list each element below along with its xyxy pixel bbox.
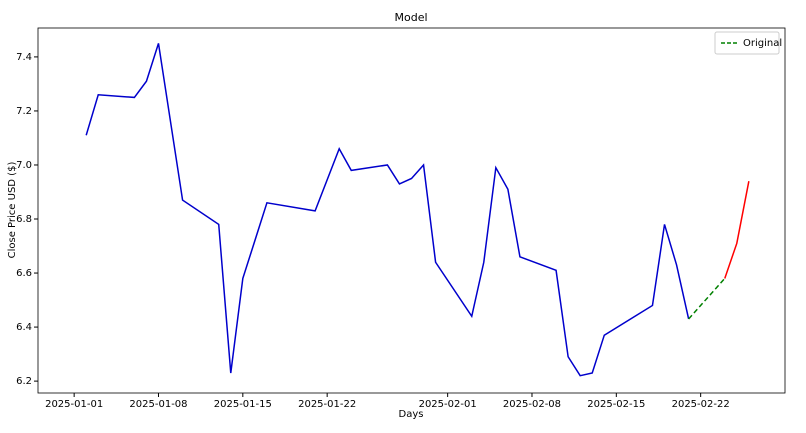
y-tick-label: 7.0 bbox=[16, 160, 32, 171]
line-series bbox=[688, 277, 726, 320]
legend-box bbox=[714, 31, 780, 55]
x-axis-label: Days bbox=[399, 409, 424, 420]
x-tick-label: 2025-02-01 bbox=[419, 399, 477, 410]
x-tick-label: 2025-01-15 bbox=[214, 399, 272, 410]
x-tick-label: 2025-01-08 bbox=[129, 399, 187, 410]
y-tick-label: 7.4 bbox=[16, 52, 32, 63]
y-axis-label: Close Price USD ($) bbox=[7, 162, 18, 259]
y-tick-label: 6.8 bbox=[16, 214, 32, 225]
y-tick-label: 6.2 bbox=[16, 376, 32, 387]
plot-frame bbox=[37, 27, 786, 394]
chart-title: Model bbox=[394, 11, 427, 24]
x-tick-label: 2025-01-01 bbox=[45, 399, 103, 410]
line-series bbox=[85, 43, 690, 377]
line-series bbox=[724, 181, 750, 279]
x-tick-label: 2025-02-22 bbox=[672, 399, 730, 410]
y-tick-label: 6.4 bbox=[16, 322, 32, 333]
x-tick-label: 2025-01-22 bbox=[298, 399, 356, 410]
x-tick-label: 2025-02-15 bbox=[587, 399, 645, 410]
legend-label: Original bbox=[743, 38, 782, 49]
x-tick-label: 2025-02-08 bbox=[503, 399, 561, 410]
y-tick-label: 6.6 bbox=[16, 268, 32, 279]
y-tick-label: 7.2 bbox=[16, 106, 32, 117]
